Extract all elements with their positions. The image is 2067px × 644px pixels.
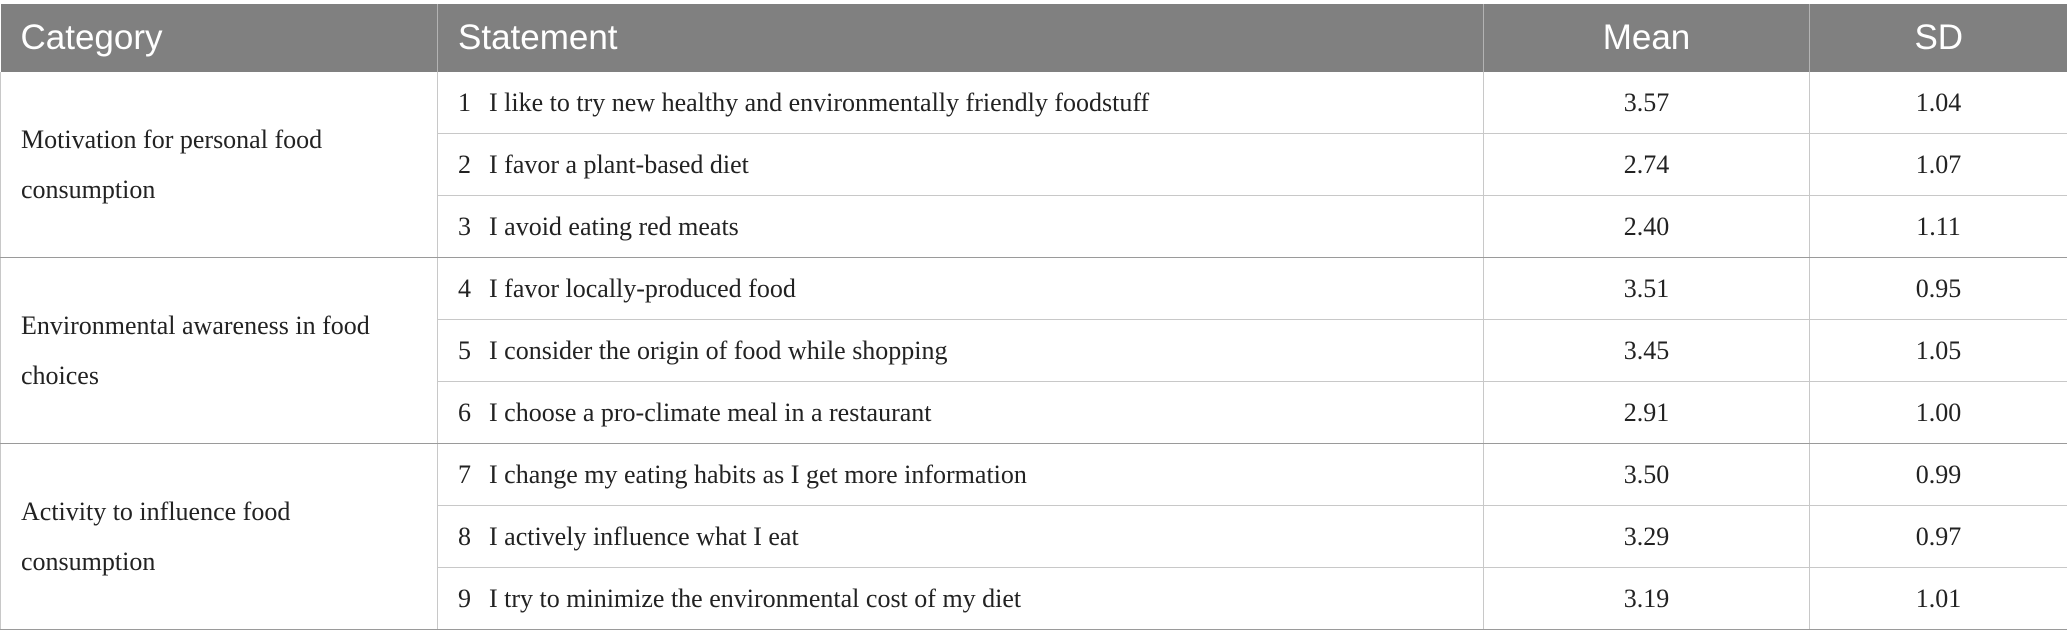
mean-cell: 3.29 — [1483, 505, 1810, 568]
survey-statements-table: Category Statement Mean SD Motivation fo… — [0, 4, 2067, 630]
survey-table-container: Category Statement Mean SD Motivation fo… — [0, 4, 2067, 630]
mean-cell: 3.57 — [1483, 72, 1810, 134]
statement-number: 2 — [458, 149, 471, 179]
table-body: Motivation for personal food consumption… — [0, 72, 2067, 630]
mean-cell: 2.91 — [1483, 381, 1810, 444]
table-row: Motivation for personal food consumption… — [0, 72, 2067, 258]
statement-cell: 7 I change my eating habits as I get more… — [437, 443, 1484, 506]
header-statement: Statement — [437, 4, 1484, 72]
table-row: 9 I try to minimize the environmental cos… — [1, 567, 2067, 630]
statement-cell: 5 I consider the origin of food while sho… — [437, 319, 1484, 382]
statement-cell: 6 I choose a pro-climate meal in a restau… — [437, 381, 1484, 444]
header-row: Category Statement Mean SD — [0, 4, 2067, 72]
statement-text: I consider the origin of food while shop… — [489, 335, 948, 365]
table-row: Environmental awareness in food choices … — [0, 257, 2067, 444]
mean-cell: 2.74 — [1483, 133, 1810, 196]
mean-cell: 3.19 — [1483, 567, 1810, 630]
category-cell: Environmental awareness in food choices — [0, 257, 438, 444]
statement-text: I avoid eating red meats — [489, 211, 739, 241]
statement-number: 8 — [458, 521, 471, 551]
table-header: Category Statement Mean SD — [0, 4, 2067, 72]
category-cell: Motivation for personal food consumption — [0, 72, 438, 258]
statement-number: 4 — [458, 273, 471, 303]
sd-cell: 1.00 — [1809, 381, 2067, 444]
statement-cell: 1 I like to try new healthy and environme… — [437, 72, 1484, 134]
sd-cell: 1.11 — [1809, 195, 2067, 258]
statement-cell: 3 I avoid eating red meats — [437, 195, 1484, 258]
table-row: Activity to influence food consumption 7… — [0, 443, 2067, 630]
sd-cell: 0.97 — [1809, 505, 2067, 568]
statement-text: I favor locally-produced food — [489, 273, 796, 303]
statement-cell: 9 I try to minimize the environmental cos… — [437, 567, 1484, 630]
mean-cell: 3.51 — [1483, 257, 1810, 320]
sd-cell: 1.07 — [1809, 133, 2067, 196]
statement-cell: 2 I favor a plant-based diet — [437, 133, 1484, 196]
statement-cell: 4 I favor locally-produced food — [437, 257, 1484, 320]
table-row: 3 I avoid eating red meats 2.40 1.11 — [1, 195, 2067, 258]
sd-cell: 0.95 — [1809, 257, 2067, 320]
statement-number: 3 — [458, 211, 471, 241]
statement-number: 6 — [458, 397, 471, 427]
statement-text: I change my eating habits as I get more … — [489, 459, 1027, 489]
statement-text: I actively influence what I eat — [489, 521, 799, 551]
statement-cell: 8 I actively influence what I eat — [437, 505, 1484, 568]
statement-number: 5 — [458, 335, 471, 365]
sd-cell: 1.01 — [1809, 567, 2067, 630]
statement-number: 1 — [458, 87, 471, 117]
header-sd: SD — [1809, 4, 2067, 72]
mean-cell: 3.50 — [1483, 443, 1810, 506]
table-row: 5 I consider the origin of food while sho… — [1, 319, 2067, 382]
statement-text: I favor a plant-based diet — [489, 149, 749, 179]
table-row: 8 I actively influence what I eat 3.29 0.… — [1, 505, 2067, 568]
sd-cell: 1.05 — [1809, 319, 2067, 382]
header-category: Category — [0, 4, 438, 72]
statement-text: I like to try new healthy and environmen… — [489, 87, 1150, 117]
statement-number: 9 — [458, 583, 471, 613]
table-row: 6 I choose a pro-climate meal in a restau… — [1, 381, 2067, 444]
table-row: 2 I favor a plant-based diet 2.74 1.07 — [1, 133, 2067, 196]
statement-text: I choose a pro-climate meal in a restaur… — [489, 397, 932, 427]
mean-cell: 3.45 — [1483, 319, 1810, 382]
statement-number: 7 — [458, 459, 471, 489]
header-mean: Mean — [1483, 4, 1810, 72]
statement-text: I try to minimize the environmental cost… — [489, 583, 1022, 613]
sd-cell: 1.04 — [1809, 72, 2067, 134]
sd-cell: 0.99 — [1809, 443, 2067, 506]
category-cell: Activity to influence food consumption — [0, 443, 438, 630]
mean-cell: 2.40 — [1483, 195, 1810, 258]
